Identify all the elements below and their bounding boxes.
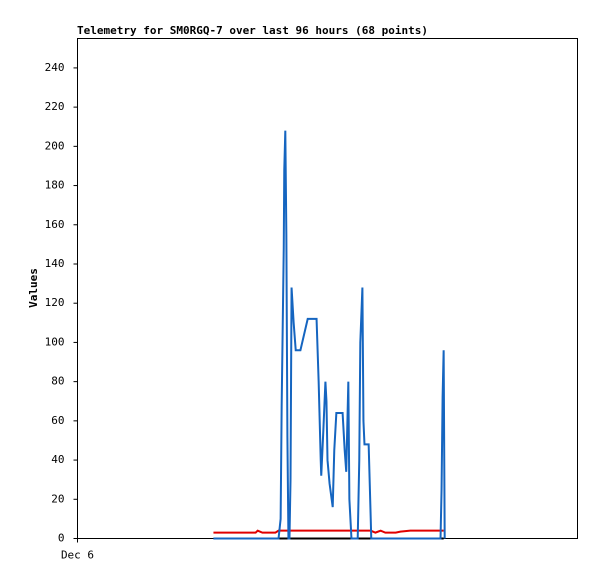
- y-tick-label: 40: [51, 453, 64, 466]
- y-tick-label: 60: [51, 414, 64, 427]
- series-line: [213, 529, 444, 534]
- y-tick-label: 0: [58, 532, 65, 545]
- y-tick-label: 200: [45, 139, 65, 152]
- y-axis-label: Values: [27, 268, 40, 308]
- y-tick-label: 80: [51, 375, 64, 388]
- x-tick-label: Dec 6: [61, 549, 94, 562]
- y-tick-label: 120: [45, 296, 65, 309]
- y-tick-label: 140: [45, 257, 65, 270]
- y-tick-label: 220: [45, 100, 65, 113]
- y-tick-label: 180: [45, 179, 65, 192]
- chart-title: Telemetry for SM0RGQ-7 over last 96 hour…: [77, 24, 428, 37]
- series-line: [213, 130, 446, 540]
- y-tick-label: 20: [51, 492, 64, 505]
- y-tick-label: 100: [45, 335, 65, 348]
- y-tick-label: 160: [45, 218, 65, 231]
- y-tick-label: 240: [45, 61, 65, 74]
